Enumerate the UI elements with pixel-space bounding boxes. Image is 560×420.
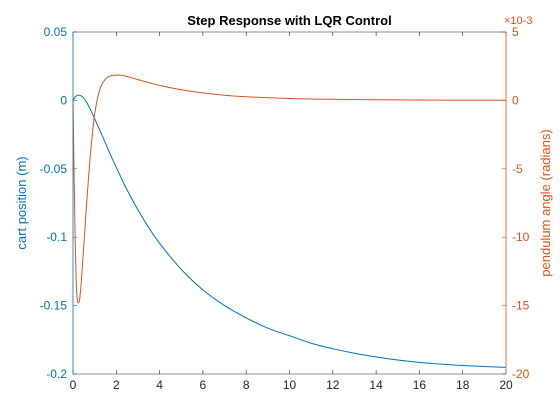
left-y-axis-label: cart position (m) bbox=[14, 156, 29, 249]
x-tick-label: 12 bbox=[326, 378, 340, 392]
left-y-tick-label: -0.1 bbox=[46, 230, 67, 244]
plot-area bbox=[73, 32, 506, 374]
x-tick-label: 10 bbox=[283, 378, 297, 392]
right-y-tick-label: 0 bbox=[512, 93, 519, 107]
left-y-tick-label: -0.2 bbox=[46, 367, 67, 381]
x-tick-label: 14 bbox=[369, 378, 383, 392]
x-axis-ticks: 0 2 4 6 8 10 12 14 16 18 20 bbox=[70, 32, 513, 392]
left-y-tick-label: 0 bbox=[60, 93, 67, 107]
x-tick-label: 16 bbox=[413, 378, 427, 392]
right-y-tick-label: 5 bbox=[512, 25, 519, 39]
right-y-axis-exponent: ×10-3 bbox=[504, 15, 532, 27]
left-y-axis-ticks: 0.05 0 -0.05 -0.1 -0.15 -0.2 bbox=[40, 25, 77, 381]
left-y-tick-label: 0.05 bbox=[44, 25, 68, 39]
right-y-tick-label: -5 bbox=[512, 162, 523, 176]
right-y-axis-ticks: 5 0 -5 -10 -15 -20 bbox=[502, 25, 530, 381]
right-y-tick-label: -20 bbox=[512, 367, 530, 381]
series-lines bbox=[72, 74, 507, 368]
pendulum-angle-line bbox=[72, 74, 507, 304]
x-tick-label: 6 bbox=[200, 378, 207, 392]
right-y-tick-label: -15 bbox=[512, 299, 530, 313]
left-y-tick-label: -0.05 bbox=[40, 162, 68, 176]
right-y-tick-label: -10 bbox=[512, 230, 530, 244]
x-tick-label: 2 bbox=[113, 378, 120, 392]
x-tick-label: 18 bbox=[456, 378, 470, 392]
x-tick-label: 4 bbox=[156, 378, 163, 392]
chart-title: Step Response with LQR Control bbox=[187, 13, 391, 28]
x-tick-label: 0 bbox=[70, 378, 77, 392]
cart-position-line bbox=[72, 94, 507, 368]
right-y-axis-label: pendulum angle (radians) bbox=[538, 129, 553, 276]
x-tick-label: 8 bbox=[243, 378, 250, 392]
left-y-tick-label: -0.15 bbox=[40, 299, 68, 313]
x-tick-label: 20 bbox=[499, 378, 513, 392]
